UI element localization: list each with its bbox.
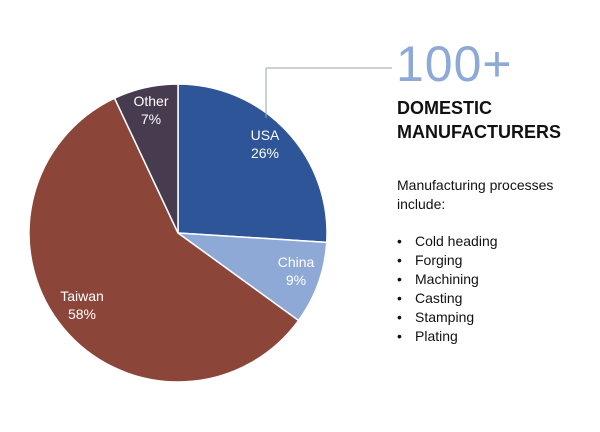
pie-slice-other [113,83,179,234]
process-item-label: Cold heading [415,233,498,249]
process-item-label: Casting [415,290,463,306]
pie-label-china: China 9% [278,254,315,288]
bullet-icon: • [397,328,402,344]
pie-label-percent: 58% [68,306,96,322]
pie-label-taiwan: Taiwan 58% [60,288,104,322]
process-item-label: Machining [415,271,479,287]
pie-label-name: Taiwan [60,288,104,304]
stat-heading: DOMESTIC MANUFACTURERS [397,96,561,144]
pie-label-percent: 7% [141,111,161,127]
stat-heading-line1: DOMESTIC [397,98,493,118]
bullet-icon: • [397,271,402,287]
pie-slice-taiwan [28,97,300,383]
process-item: • Cold heading [397,232,498,251]
bullet-icon: • [397,309,402,325]
pie-label-other: Other 7% [133,93,168,127]
pie-label-percent: 26% [251,145,279,161]
pie-slice-china [175,232,328,322]
pie-label-name: USA [251,127,280,143]
pie-label-usa: USA 26% [251,127,280,161]
process-item: • Machining [397,270,498,289]
stat-number: 100+ [396,36,513,92]
process-item: • Casting [397,289,498,308]
pie-slice-labels: USA 26% China 9% Taiwan 58% Other 7% [60,93,314,322]
pie-label-name: China [278,254,315,270]
pie-slices [28,83,328,383]
process-item-label: Stamping [415,309,475,325]
pie-label-percent: 9% [286,272,306,288]
bullet-icon: • [397,290,402,306]
process-item-label: Plating [415,328,458,344]
process-item: • Stamping [397,308,498,327]
stat-heading-line2: MANUFACTURERS [397,122,561,142]
process-list: • Cold heading • Forging • Machining • Casting •… [397,232,498,346]
process-item-label: Forging [415,252,463,268]
process-item: • Forging [397,251,498,270]
bullet-icon: • [397,233,402,249]
pie-slice-usa [177,83,328,244]
pie-label-name: Other [133,93,168,109]
process-item: • Plating [397,327,498,346]
bullet-icon: • [397,252,402,268]
processes-intro: Manufacturing processes include: [397,177,554,212]
